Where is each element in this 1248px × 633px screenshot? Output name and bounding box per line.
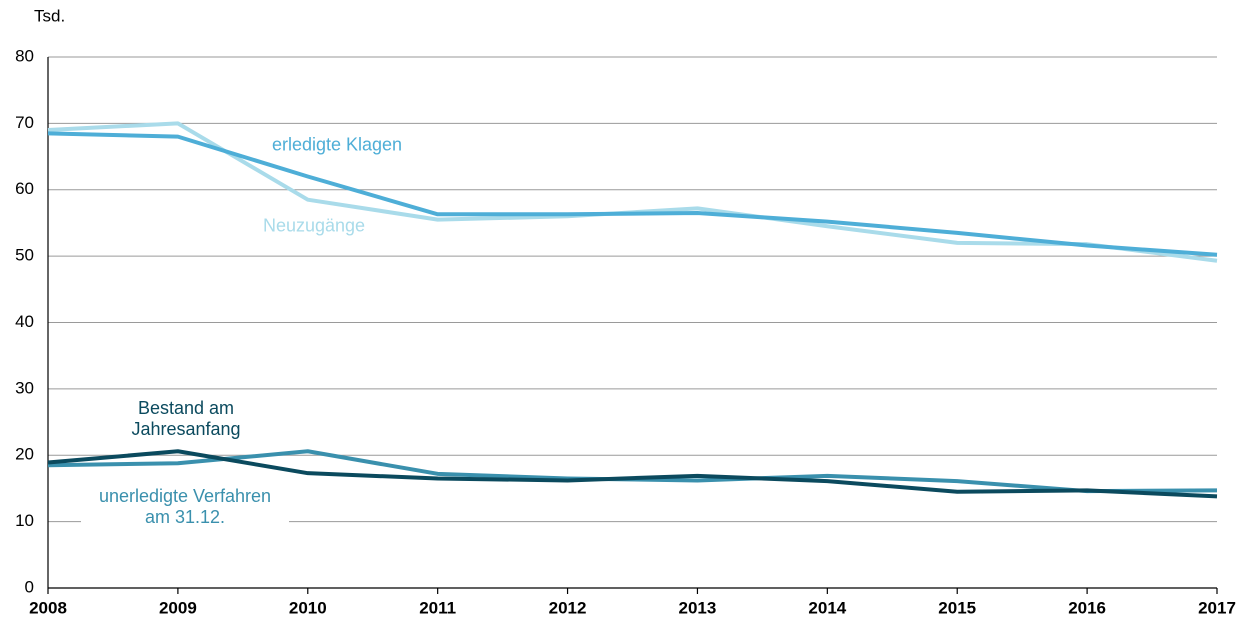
x-tick-label: 2009 bbox=[159, 598, 197, 617]
x-tick-label: 2013 bbox=[679, 598, 717, 617]
y-tick-label: 20 bbox=[15, 445, 34, 464]
y-tick-label: 60 bbox=[15, 179, 34, 198]
x-tick-label: 2008 bbox=[29, 598, 67, 617]
series-label: erledigte Klagen bbox=[271, 134, 403, 155]
y-tick-label: 50 bbox=[15, 246, 34, 265]
series-label: unerledigte Verfahren am 31.12. bbox=[81, 484, 289, 530]
series-label: Neuzugänge bbox=[262, 215, 366, 236]
series-label: Bestand am Jahresanfang bbox=[131, 398, 241, 439]
y-tick-label: 30 bbox=[15, 378, 34, 397]
x-tick-label: 2014 bbox=[808, 598, 846, 617]
x-tick-label: 2012 bbox=[549, 598, 587, 617]
x-tick-label: 2011 bbox=[419, 598, 456, 617]
y-tick-label: 70 bbox=[15, 113, 34, 132]
y-axis-label: Tsd. bbox=[34, 6, 65, 25]
y-tick-label: 80 bbox=[15, 46, 34, 65]
y-tick-label: 0 bbox=[25, 577, 34, 596]
line-series bbox=[47, 131, 1218, 257]
y-tick-label: 10 bbox=[15, 511, 34, 530]
y-tick-label: 40 bbox=[15, 312, 34, 331]
x-tick-label: 2016 bbox=[1068, 598, 1106, 617]
line-series bbox=[47, 449, 1218, 499]
x-tick-label: 2017 bbox=[1198, 598, 1236, 617]
x-tick-label: 2010 bbox=[289, 598, 327, 617]
x-tick-label: 2015 bbox=[938, 598, 976, 617]
